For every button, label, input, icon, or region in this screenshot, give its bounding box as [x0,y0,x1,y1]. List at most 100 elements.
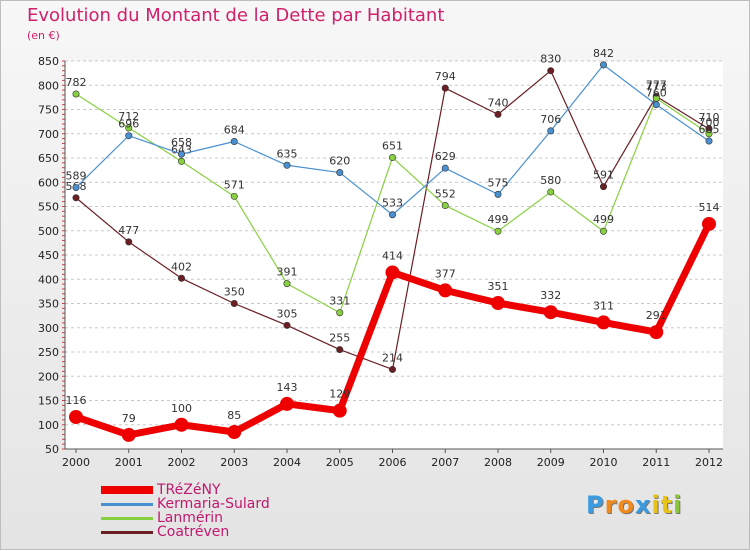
data-point-kermaria-sulard [705,137,713,145]
x-tick-label: 2006 [379,456,407,469]
x-tick-label: 2002 [168,456,196,469]
data-point-tr-z-ny [438,283,453,298]
data-label-coatr-ven: 214 [382,351,403,364]
data-point-coatr-ven [72,194,80,202]
data-label-coatr-ven: 794 [435,70,456,83]
x-tick-label: 2008 [484,456,512,469]
data-label-coatr-ven: 255 [329,332,350,345]
x-tick-label: 2009 [537,456,565,469]
data-label-kermaria-sulard: 658 [171,136,192,149]
x-tick-label: 2011 [642,456,670,469]
data-point-lanm-rin [230,192,238,200]
data-point-kermaria-sulard [388,211,396,219]
data-label-kermaria-sulard: 706 [540,113,561,126]
legend: TRéZéNY Kermaria-Sulard Lanmérin Coatréven [101,483,361,539]
data-label-tr-z-ny: 143 [277,381,298,394]
logo-letter: r [604,491,618,519]
data-label-kermaria-sulard: 760 [646,87,667,100]
data-label-kermaria-sulard: 635 [277,147,298,160]
y-tick-label: 400 [38,273,59,286]
data-label-lanm-rin: 712 [118,110,139,123]
y-tick-label: 450 [38,249,59,262]
y-tick-label: 800 [38,79,59,92]
data-point-tr-z-ny [332,403,347,418]
logo-letter: t [660,491,674,519]
data-point-kermaria-sulard [178,150,186,158]
logo-letter: P [586,491,605,519]
data-point-tr-z-ny [596,315,611,330]
data-point-coatr-ven [336,346,344,354]
y-tick-label: 600 [38,176,59,189]
data-label-kermaria-sulard: 696 [118,118,139,131]
data-label-kermaria-sulard: 629 [435,150,456,163]
data-label-kermaria-sulard: 533 [382,197,403,210]
data-point-tr-z-ny [543,305,558,320]
data-point-kermaria-sulard [494,190,502,198]
data-label-coatr-ven: 402 [171,260,192,273]
data-label-lanm-rin: 571 [224,178,245,191]
x-tick-label: 2007 [431,456,459,469]
y-tick-label: 250 [38,346,59,359]
data-point-coatr-ven [283,321,291,329]
data-point-coatr-ven [441,84,449,92]
legend-label: Lanmérin [157,510,224,526]
data-label-lanm-rin: 580 [540,174,561,187]
proxiti-logo: Proxiti [586,491,682,519]
data-point-tr-z-ny [69,409,83,424]
logo-letter: x [634,491,652,519]
y-tick-label: 550 [38,201,59,214]
data-point-lanm-rin [547,188,555,196]
logo-letter: i [651,491,661,519]
y-tick-label: 350 [38,298,59,311]
data-point-coatr-ven [125,238,133,246]
y-tick-label: 150 [38,395,59,408]
data-point-tr-z-ny [280,396,294,411]
logo-letter: i [673,491,683,519]
data-point-lanm-rin [388,154,396,162]
data-label-coatr-ven: 710 [699,111,720,124]
x-tick-label: 2012 [695,456,723,469]
data-label-lanm-rin: 391 [277,266,298,279]
data-label-tr-z-ny: 351 [488,280,509,293]
data-point-kermaria-sulard [441,164,449,172]
data-label-lanm-rin: 773 [646,80,667,93]
x-tick-label: 2010 [590,456,618,469]
data-point-tr-z-ny [491,296,505,311]
legend-item: Coatréven [101,525,361,539]
x-tick-label: 2000 [62,456,90,469]
data-point-lanm-rin [72,90,80,98]
data-label-tr-z-ny: 311 [593,299,614,312]
data-label-coatr-ven: 777 [646,78,667,91]
data-point-kermaria-sulard [72,184,80,192]
chart-subtitle: (en €) [27,29,60,42]
data-point-kermaria-sulard [652,101,660,109]
data-label-coatr-ven: 305 [277,307,298,320]
y-tick-label: 100 [38,419,59,432]
data-point-tr-z-ny [649,325,664,340]
data-label-kermaria-sulard: 589 [66,170,87,183]
legend-swatch [101,516,153,520]
legend-label: TRéZéNY [157,482,221,498]
data-point-lanm-rin [705,130,713,138]
data-point-kermaria-sulard [283,161,291,169]
data-point-lanm-rin [494,227,502,235]
data-label-tr-z-ny: 332 [540,289,561,302]
data-point-lanm-rin [336,309,344,317]
data-point-lanm-rin [125,124,133,132]
data-label-tr-z-ny: 377 [435,267,456,280]
y-tick-label: 50 [45,443,59,456]
legend-item: Kermaria-Sulard [101,497,361,511]
x-tick-label: 2005 [326,456,354,469]
data-label-tr-z-ny: 414 [382,249,403,262]
data-label-kermaria-sulard: 620 [329,155,350,168]
x-tick-label: 2003 [220,456,248,469]
y-tick-label: 650 [38,152,59,165]
y-tick-label: 500 [38,225,59,238]
data-point-lanm-rin [178,157,186,165]
data-label-kermaria-sulard: 575 [488,176,509,189]
data-label-coatr-ven: 591 [593,169,614,182]
legend-swatch [101,502,153,506]
data-point-tr-z-ny [227,425,242,440]
data-label-coatr-ven: 350 [224,286,245,299]
